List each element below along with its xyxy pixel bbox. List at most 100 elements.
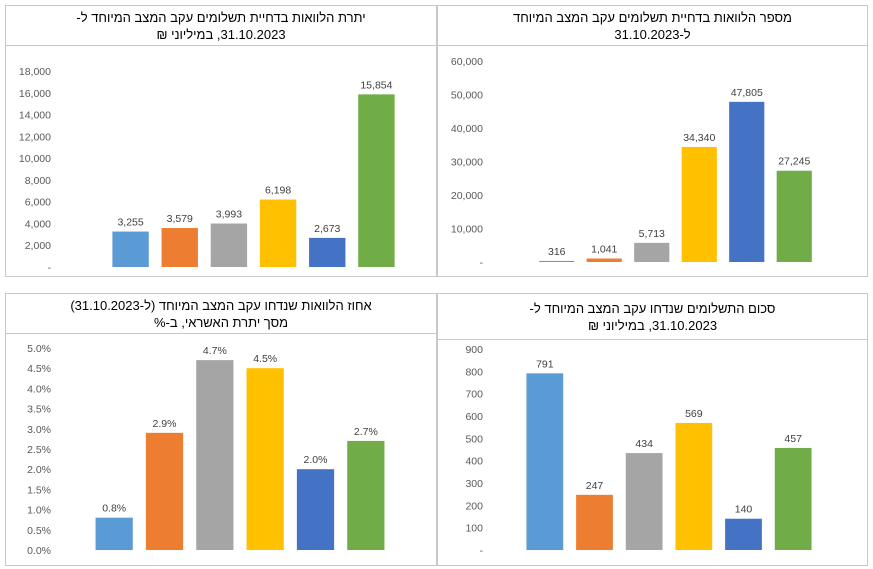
bar [634, 242, 670, 262]
y-tick-label: 700 [465, 389, 483, 401]
bar [526, 373, 564, 550]
y-tick-label: 4.0% [27, 383, 51, 395]
data-label: 2.9% [153, 418, 177, 430]
y-tick-label: 3.0% [27, 424, 51, 436]
y-tick-label: 2.5% [27, 444, 51, 456]
bar-chart-loan-count: - 10,000 20,000 30,000 40,000 50,000 60,000 316… [451, 56, 812, 269]
data-label: 34,340 [683, 132, 715, 144]
y-tick-label: 1.0% [27, 505, 51, 517]
y-tick-label: 40,000 [451, 123, 483, 135]
y-tick-label: - [480, 257, 484, 269]
data-label: 4.7% [203, 345, 227, 357]
data-label: 4.5% [253, 353, 277, 365]
chart-panel-deferred-share: אחוז הלוואות שנדחו עקב המצב המיוחד (ל-31… [5, 293, 437, 566]
data-label: 247 [586, 480, 604, 492]
bar [95, 517, 133, 550]
chart-title-line-1: מספר הלוואות בדחיית תשלומים עקב המצב המי… [513, 9, 792, 25]
bar [210, 223, 248, 267]
y-tick-label: 50,000 [451, 90, 483, 102]
y-tick-label: 600 [465, 411, 483, 423]
chart-title-line-2: מסך יתרת האשראי, ב-% [153, 314, 289, 330]
bar [358, 94, 395, 267]
y-tick-label: - [480, 545, 484, 557]
bar [586, 258, 622, 262]
bar [347, 440, 385, 550]
y-tick-label: 14,000 [19, 110, 51, 122]
chart-title-line-2: ל-31.10.2023 [614, 26, 691, 42]
y-tick-label: 2.0% [27, 464, 51, 476]
data-label: 316 [548, 246, 566, 258]
y-tick-label: 18,000 [19, 66, 51, 78]
bar [725, 518, 762, 550]
bar [246, 368, 284, 550]
bar [681, 146, 717, 262]
data-label: 569 [685, 408, 703, 420]
data-label: 2.7% [354, 426, 378, 438]
data-label: 3,579 [167, 213, 193, 225]
chart-title: יתרת הלוואות בדחיית תשלומים עקב המצב המי… [6, 6, 436, 46]
bar [296, 469, 335, 550]
bar-chart-outstanding-amount: - 2,000 4,000 6,000 8,000 10,000 12,000 14,000 1… [19, 66, 395, 274]
data-label: 6,198 [265, 185, 291, 197]
bar [776, 170, 812, 262]
data-label: 434 [635, 438, 653, 450]
y-tick-label: 500 [465, 433, 483, 445]
y-tick-label: 5.0% [27, 343, 51, 355]
y-tick-label: 30,000 [451, 157, 483, 169]
y-tick-label: 100 [465, 523, 483, 535]
y-tick-label: 6,000 [25, 197, 51, 209]
bar [161, 228, 198, 267]
y-tick-label: 20,000 [451, 190, 483, 202]
y-tick-label: 12,000 [19, 131, 51, 143]
bar [145, 432, 184, 550]
y-tick-label: 400 [465, 456, 483, 468]
data-label: 140 [735, 504, 753, 516]
data-label: 457 [784, 433, 802, 445]
bar [576, 494, 613, 550]
bar [625, 453, 663, 550]
bar [729, 101, 765, 263]
y-tick-label: 800 [465, 366, 483, 378]
chart-title-line-1: אחוז הלוואות שנדחו עקב המצב המיוחד (ל-31… [70, 297, 372, 313]
y-tick-label: 4,000 [25, 218, 51, 230]
chart-panel-outstanding-amount: יתרת הלוואות בדחיית תשלומים עקב המצב המי… [5, 5, 437, 277]
chart-title-line-2: 31.10.2023, במיליוני ₪ [156, 26, 286, 42]
y-tick-label: 10,000 [19, 153, 51, 165]
data-label: 3,255 [117, 217, 143, 229]
chart-title: מספר הלוואות בדחיית תשלומים עקב המצב המי… [438, 6, 867, 46]
bar [112, 231, 149, 267]
y-tick-label: 200 [465, 500, 483, 512]
chart-title: אחוז הלוואות שנדחו עקב המצב המיוחד (ל-31… [6, 294, 436, 334]
y-tick-label: 60,000 [451, 56, 483, 68]
data-label: 15,854 [360, 79, 392, 91]
bar-chart-deferred-payments: - 100 200 300 400 500 600 700 800 900 791 247 434 569… [465, 344, 812, 557]
chart-title-line-2: 31.10.2023, במיליוני ₪ [587, 317, 718, 333]
data-label: 2,673 [314, 223, 340, 235]
data-label: 27,245 [778, 156, 810, 168]
data-label: 5,713 [639, 228, 665, 240]
data-label: 0.8% [102, 503, 126, 515]
bar [196, 360, 234, 550]
bar [309, 237, 346, 267]
data-label: 2.0% [304, 454, 328, 466]
y-tick-label: 8,000 [25, 175, 51, 187]
bar [774, 447, 812, 550]
y-tick-label: 16,000 [19, 88, 51, 100]
y-tick-label: 1.5% [27, 484, 51, 496]
data-label: 47,805 [731, 87, 763, 99]
data-label: 3,993 [216, 209, 242, 221]
chart-title: סכום התשלומים שנדחו עקב המצב המיוחד ל- 3… [438, 294, 867, 340]
bar [259, 199, 297, 267]
bar [539, 260, 575, 262]
y-tick-label: 10,000 [451, 224, 483, 236]
y-tick-label: 2,000 [25, 240, 51, 252]
y-tick-label: 3.5% [27, 404, 51, 416]
y-tick-label: 0.0% [27, 545, 51, 557]
data-label: 1,041 [591, 244, 617, 256]
y-tick-label: 4.5% [27, 363, 51, 375]
y-tick-label: 0.5% [27, 525, 51, 537]
chart-panel-loan-count: מספר הלוואות בדחיית תשלומים עקב המצב המי… [437, 5, 868, 277]
y-tick-label: 300 [465, 478, 483, 490]
bar-chart-deferred-share: 0.0% 0.5% 1.0% 1.5% 2.0% 2.5% 3.0% 3.5% 4.0% 4.5%… [27, 343, 385, 557]
data-label: 791 [536, 358, 554, 370]
